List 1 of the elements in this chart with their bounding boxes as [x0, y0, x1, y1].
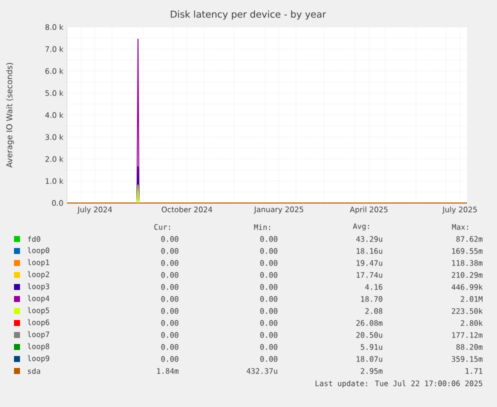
chart-title: Disk latency per device - by year	[170, 10, 326, 20]
